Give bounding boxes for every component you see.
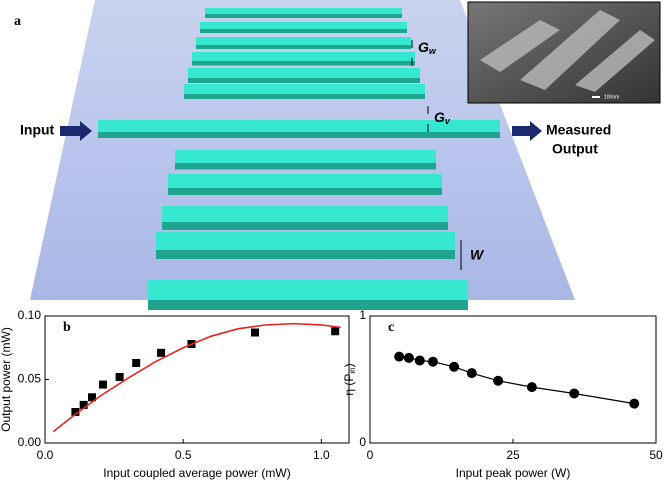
marker xyxy=(87,393,96,402)
plot-frame xyxy=(369,315,657,444)
marker xyxy=(414,355,425,366)
waveguide-side xyxy=(192,61,415,66)
marker xyxy=(629,398,640,409)
marker xyxy=(132,358,141,367)
y-label-part: ) xyxy=(342,363,356,367)
marker xyxy=(569,388,580,399)
x-axis-label: Input coupled average power (mW) xyxy=(103,466,290,480)
y-tick-label: 0 xyxy=(359,435,366,449)
waveguide-side xyxy=(205,14,402,18)
waveguide-top xyxy=(205,8,402,14)
waveguide-side xyxy=(200,29,407,33)
marker xyxy=(394,351,405,362)
waveguide-top xyxy=(188,68,420,78)
marker xyxy=(331,327,340,336)
marker xyxy=(71,408,80,417)
waveguide-top xyxy=(168,174,442,188)
y-axis-label: η (Pin) xyxy=(342,363,357,395)
waveguide-top xyxy=(148,280,468,300)
dimension-arrows xyxy=(411,40,462,270)
y-axis-label: Output power (mW) xyxy=(0,327,13,432)
waveguide-top xyxy=(156,232,455,250)
marker xyxy=(493,375,504,386)
marker xyxy=(427,356,438,367)
waveguide-top xyxy=(175,150,436,163)
panel-letter: c xyxy=(388,320,394,335)
waveguide-top xyxy=(196,37,411,45)
gap-label: Gw xyxy=(418,39,437,57)
panel-letter: b xyxy=(63,320,71,335)
series-line xyxy=(399,356,635,405)
waveguide-top xyxy=(98,120,500,132)
marker xyxy=(99,380,108,389)
x-tick-label: 1.0 xyxy=(313,448,330,462)
output-label: Output xyxy=(552,141,598,157)
waveguide-side xyxy=(188,78,420,83)
marker xyxy=(115,372,124,381)
scale-bar-label: 100nm xyxy=(604,94,619,100)
waveguide-side xyxy=(162,222,448,230)
marker xyxy=(466,368,477,379)
gap-label: Gv xyxy=(434,109,451,127)
x-tick-label: 0.0 xyxy=(37,448,54,462)
marker xyxy=(79,400,88,409)
waveguide-side xyxy=(98,132,500,138)
waveguide-side xyxy=(148,300,468,310)
waveguide-side xyxy=(175,163,436,170)
y-tick-label: 0.10 xyxy=(18,308,42,322)
waveguides xyxy=(98,8,500,310)
y-label-sub: in xyxy=(348,367,357,373)
width-label: W xyxy=(470,247,485,263)
x-tick-label: 0.5 xyxy=(175,448,192,462)
x-tick-label: 0 xyxy=(367,448,374,462)
waveguide-side xyxy=(184,94,425,99)
plot-frame xyxy=(44,315,350,444)
x-tick-label: 50 xyxy=(649,448,663,462)
waveguide-side xyxy=(168,188,442,195)
arrow xyxy=(512,121,542,141)
waveguide-side xyxy=(156,250,455,259)
y-tick-label: 0.00 xyxy=(18,435,42,449)
marker xyxy=(157,348,166,357)
y-label-part: η (P xyxy=(342,374,356,396)
input-label: Input xyxy=(20,122,55,138)
series-line xyxy=(52,322,341,433)
waveguide-top xyxy=(200,22,407,29)
waveguide-top xyxy=(184,84,425,94)
waveguide-top xyxy=(162,206,448,222)
marker xyxy=(449,361,460,372)
waveguide-top xyxy=(192,52,415,61)
marker xyxy=(403,352,414,363)
marker xyxy=(251,328,260,337)
waveguide-side xyxy=(196,45,411,49)
x-tick-label: 25 xyxy=(506,448,520,462)
panel-letter: a xyxy=(14,14,21,29)
x-axis-label: Input peak power (W) xyxy=(456,466,571,480)
marker xyxy=(526,382,537,393)
y-tick-label: 1 xyxy=(359,308,366,322)
output-label: Measured xyxy=(546,122,611,138)
panel-a: 100nm a Input Measured Output Gw Gv W xyxy=(14,0,661,310)
y-tick-label: 0.05 xyxy=(18,372,42,386)
sem-pillars xyxy=(480,10,655,92)
arrow xyxy=(60,121,92,141)
